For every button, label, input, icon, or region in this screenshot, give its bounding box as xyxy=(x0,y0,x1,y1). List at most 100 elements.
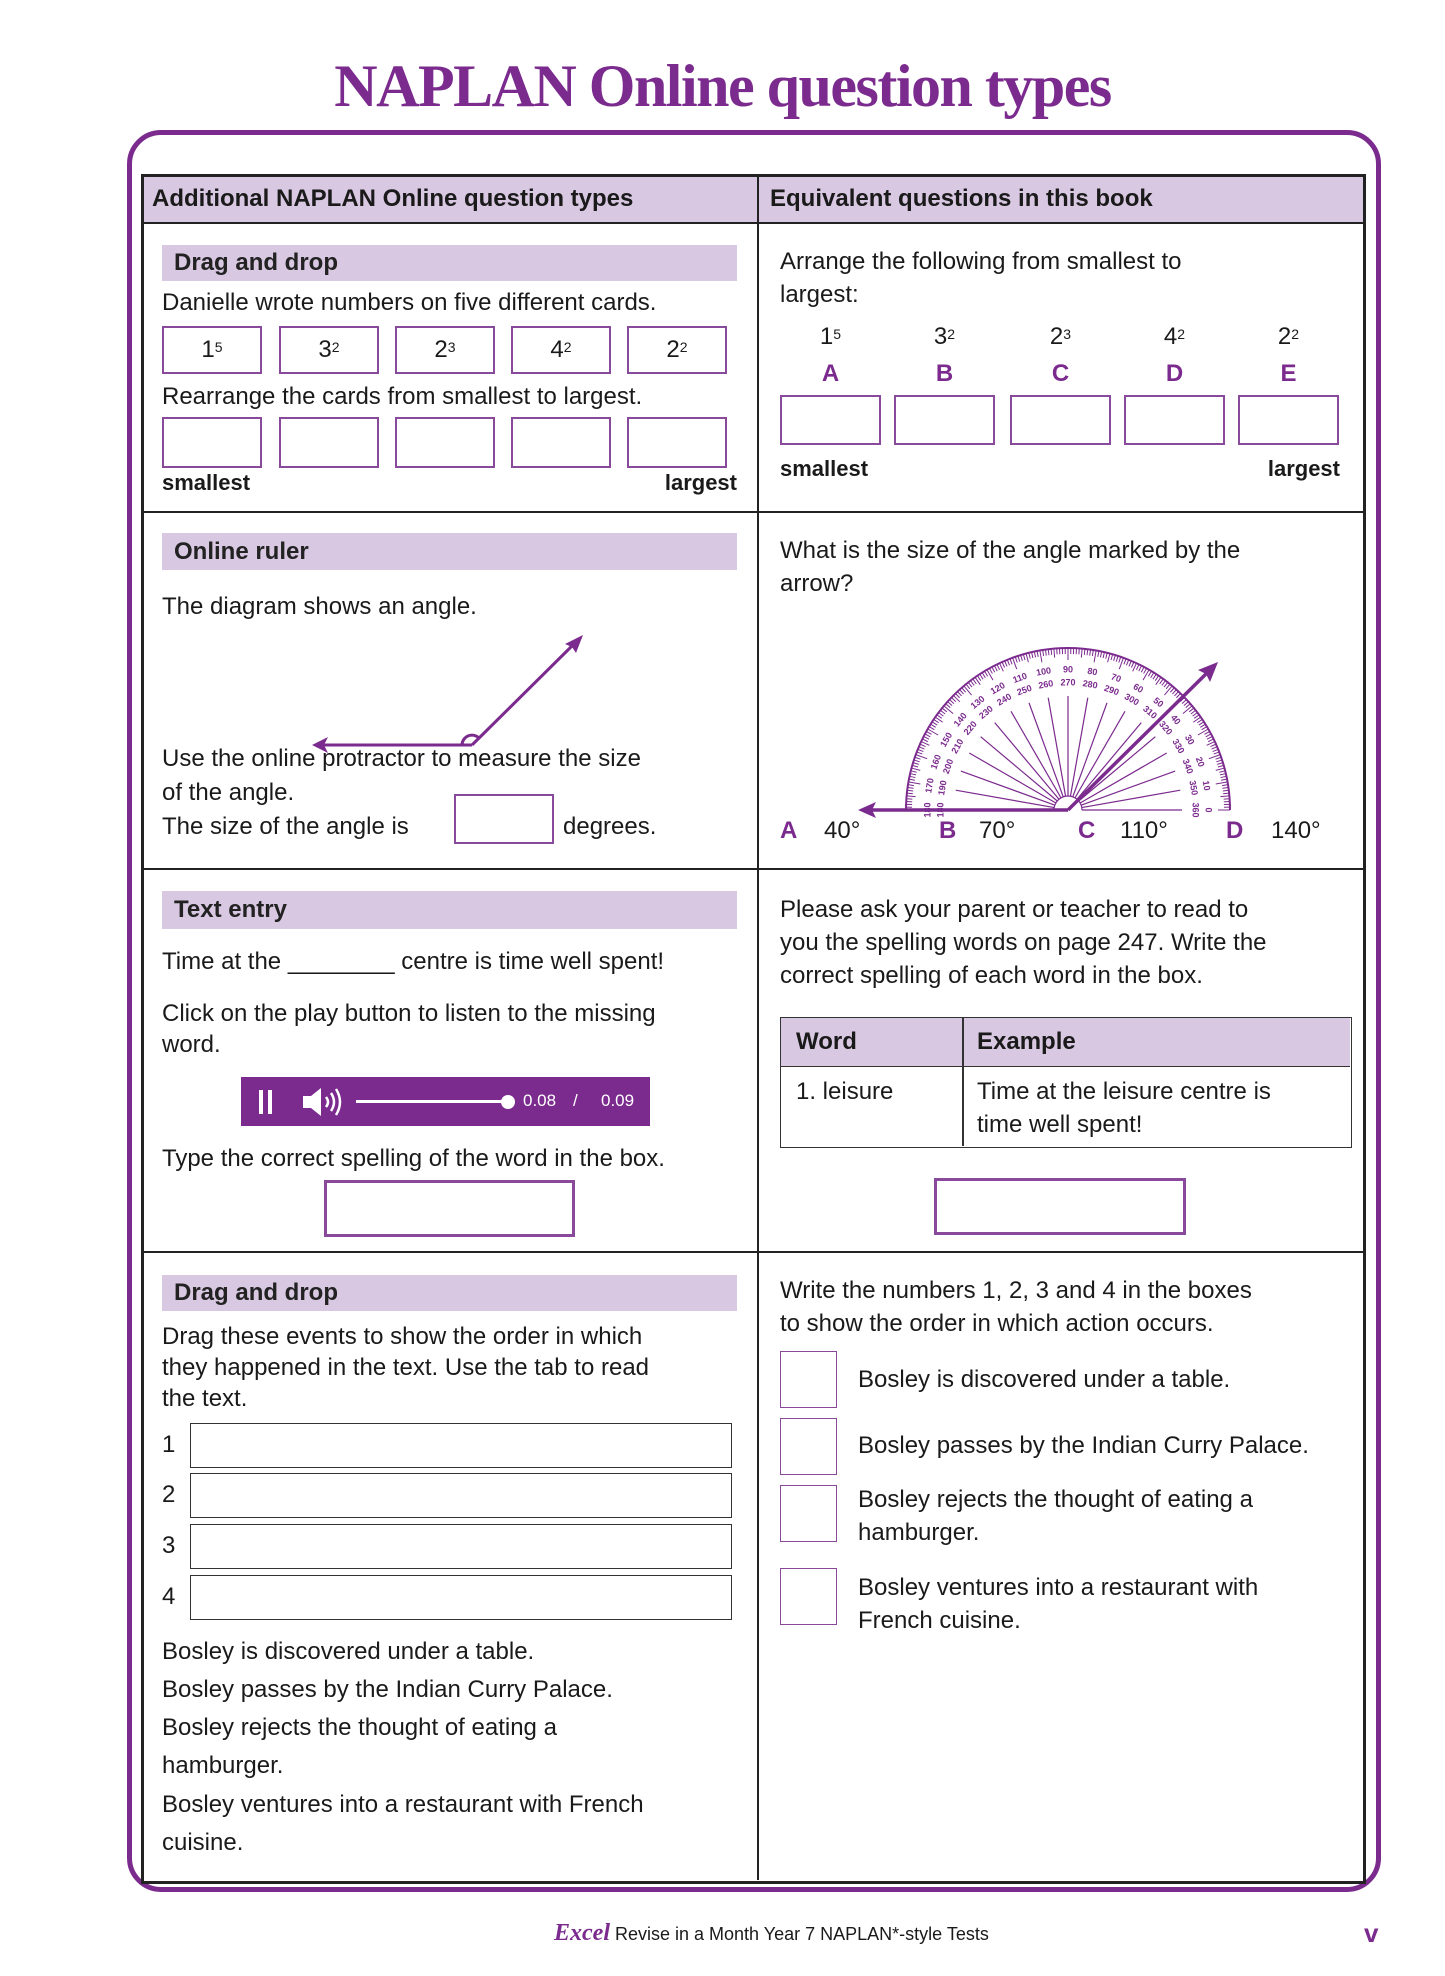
protractor-tick xyxy=(1140,666,1145,673)
protractor-tick xyxy=(936,714,943,719)
angle-answer-input[interactable] xyxy=(454,794,554,844)
arrowhead-icon xyxy=(858,802,876,818)
power-item: 22 xyxy=(1238,323,1339,351)
order-number: 2 xyxy=(162,1481,176,1508)
protractor-label: 0 xyxy=(1204,807,1214,812)
protractor-tick xyxy=(1080,648,1083,658)
protractor-tick xyxy=(1154,675,1160,681)
event-drop-slot[interactable] xyxy=(190,1524,732,1569)
protractor-tick xyxy=(1192,712,1198,717)
answer-box[interactable] xyxy=(894,395,995,445)
answer-box[interactable] xyxy=(1010,395,1111,445)
option-value[interactable]: 110° xyxy=(1120,817,1168,844)
spelling-input[interactable] xyxy=(934,1178,1186,1235)
question-types-table xyxy=(141,174,1366,1884)
audio-current-time: 0.08 xyxy=(523,1091,557,1110)
protractor-tick xyxy=(1220,775,1227,779)
draggable-event[interactable]: Bosley passes by the Indian Curry Palace… xyxy=(162,1676,613,1703)
protractor-label: 190 xyxy=(936,780,948,797)
protractor-label: 250 xyxy=(1016,683,1034,698)
answer-box[interactable] xyxy=(1238,395,1339,445)
protractor-tick xyxy=(979,673,984,680)
volume-icon[interactable] xyxy=(301,1086,345,1118)
event-drop-slot[interactable] xyxy=(190,1575,732,1620)
draggable-event[interactable]: Bosley rejects the thought of eating a xyxy=(162,1714,557,1741)
protractor-label: 160 xyxy=(929,753,944,771)
option-letter[interactable]: A xyxy=(780,817,798,844)
drop-slot[interactable] xyxy=(511,417,611,468)
order-number: 1 xyxy=(162,1431,176,1458)
protractor-tick xyxy=(1159,678,1164,685)
protractor-ray xyxy=(1076,722,1142,800)
protractor-tick xyxy=(1200,723,1206,728)
protractor-tick xyxy=(970,680,975,686)
protractor-tick xyxy=(927,728,939,736)
protractor-tick xyxy=(938,712,944,717)
order-number: 3 xyxy=(162,1532,176,1559)
event-text: hamburger. xyxy=(858,1519,980,1546)
power-base: 1 xyxy=(201,336,215,363)
protractor-label: 270 xyxy=(1060,677,1075,687)
draggable-event[interactable]: Bosley is discovered under a table. xyxy=(162,1638,535,1665)
drop-slot[interactable] xyxy=(279,417,379,468)
option-value[interactable]: 70° xyxy=(979,817,1016,844)
protractor-tick xyxy=(951,697,957,702)
drop-slot[interactable] xyxy=(627,417,727,468)
page-number: v xyxy=(1364,1918,1379,1948)
drop-slot[interactable] xyxy=(162,417,262,468)
protractor-tick xyxy=(1113,654,1116,661)
order-input-box[interactable] xyxy=(780,1568,837,1625)
protractor-tick xyxy=(919,743,926,748)
protractor-tick xyxy=(1206,736,1213,740)
option-letter[interactable]: D xyxy=(1226,817,1244,844)
power-exponent: 2 xyxy=(1291,326,1300,342)
order-input-box[interactable] xyxy=(780,1485,837,1542)
option-value[interactable]: 140° xyxy=(1271,817,1321,844)
power-base: 2 xyxy=(1049,323,1064,350)
event-drop-slot[interactable] xyxy=(190,1423,732,1468)
protractor-tick xyxy=(1107,653,1111,663)
power-exponent: 2 xyxy=(679,339,688,355)
smallest-label: smallest xyxy=(780,456,869,481)
protractor-label: 70 xyxy=(1110,671,1123,684)
protractor-label: 30 xyxy=(1183,733,1197,747)
protractor-tick xyxy=(1190,709,1196,715)
order-input-box[interactable] xyxy=(780,1351,837,1408)
pause-icon[interactable] xyxy=(257,1089,277,1115)
answer-box[interactable] xyxy=(780,395,881,445)
protractor-tick xyxy=(1147,670,1152,677)
draggable-event[interactable]: Bosley ventures into a restaurant with F… xyxy=(162,1791,644,1818)
protractor-tick xyxy=(989,668,993,674)
protractor-tick xyxy=(1135,664,1140,671)
option-letter[interactable]: B xyxy=(939,817,957,844)
protractor-tick xyxy=(1138,665,1142,672)
protractor-tick xyxy=(935,716,943,723)
drop-slot[interactable] xyxy=(395,417,495,468)
text: The size of the angle is xyxy=(162,813,409,840)
option-letter[interactable]: C xyxy=(1078,817,1096,844)
protractor-ray xyxy=(1079,752,1168,804)
divider xyxy=(141,222,1366,224)
protractor-ray xyxy=(1072,702,1108,798)
protractor-ray xyxy=(1074,710,1126,799)
protractor-tick xyxy=(1091,649,1094,656)
option-value[interactable]: 40° xyxy=(824,817,861,844)
order-input-box[interactable] xyxy=(780,1418,837,1475)
protractor-tick xyxy=(1215,767,1225,771)
event-drop-slot[interactable] xyxy=(190,1473,732,1518)
protractor-tick xyxy=(1099,651,1103,658)
protractor-label: 350 xyxy=(1187,780,1199,797)
audio-progress-handle[interactable] xyxy=(501,1095,516,1109)
word-cell: 1. leisure xyxy=(796,1078,894,1105)
example-cell: Time at the leisure centre is xyxy=(977,1078,1271,1105)
answer-box[interactable] xyxy=(1124,395,1225,445)
spelling-input[interactable] xyxy=(324,1180,575,1237)
audio-progress-track[interactable] xyxy=(356,1100,508,1103)
draggable-event: hamburger. xyxy=(162,1752,284,1779)
protractor-tick xyxy=(1036,650,1039,657)
